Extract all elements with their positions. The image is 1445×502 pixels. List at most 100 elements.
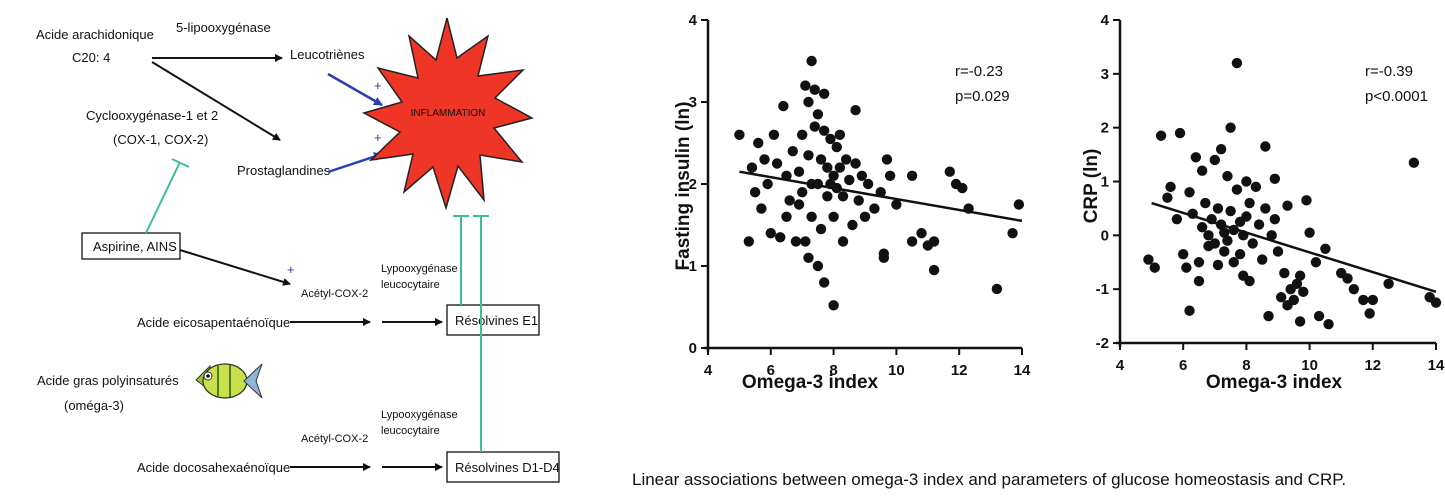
data-point — [1247, 238, 1258, 249]
data-point — [1209, 238, 1221, 249]
inhibition-line-aspirin — [145, 161, 181, 234]
data-point — [1215, 144, 1227, 155]
data-point — [781, 211, 792, 222]
data-point — [1279, 267, 1290, 279]
data-point — [815, 223, 827, 235]
data-point — [809, 121, 820, 132]
data-point — [1364, 308, 1375, 319]
data-point — [812, 178, 824, 190]
data-point — [1171, 213, 1183, 225]
y-tick-label: 0 — [1101, 227, 1109, 244]
data-point — [853, 195, 864, 206]
data-point — [1238, 230, 1249, 241]
data-point — [1266, 230, 1277, 241]
data-point — [862, 178, 874, 190]
y-axis-title: CRP (ln) — [1081, 149, 1102, 224]
data-point — [859, 211, 871, 222]
data-point — [1231, 57, 1243, 69]
data-point — [818, 88, 830, 100]
data-point — [1165, 181, 1176, 193]
aspirin-box — [81, 232, 181, 260]
y-tick-label: 1 — [1101, 174, 1109, 191]
r-value-label: r=-0.23 — [955, 63, 1003, 80]
x-tick-label: 4 — [704, 362, 713, 379]
data-point — [806, 55, 817, 67]
data-point — [815, 154, 827, 165]
data-point — [1244, 275, 1255, 287]
data-point — [869, 203, 880, 214]
data-point — [1222, 170, 1233, 182]
data-point — [1260, 203, 1271, 214]
data-point — [928, 264, 940, 276]
fish-icon — [195, 363, 263, 399]
data-point — [1310, 257, 1322, 268]
data-point — [778, 100, 789, 112]
inflammation-burst-icon — [362, 17, 535, 211]
data-point — [1193, 275, 1205, 287]
data-point — [1257, 254, 1268, 265]
data-point — [1260, 141, 1271, 152]
node-leukotrienes: Leucotriènes — [290, 47, 365, 62]
data-point — [1219, 246, 1230, 257]
data-point — [963, 203, 974, 214]
data-point — [812, 260, 824, 272]
label-leucocytaire: leucocytaire — [381, 425, 440, 437]
data-point — [884, 170, 896, 181]
data-point — [803, 150, 814, 161]
data-point — [828, 300, 839, 311]
y-tick-label: 4 — [1101, 12, 1110, 29]
data-point — [828, 211, 839, 222]
y-tick-label: 1 — [689, 258, 697, 275]
data-point — [1181, 262, 1192, 273]
data-point — [1231, 184, 1243, 195]
node-prostaglandins: Prostaglandines — [237, 163, 331, 178]
label-cox-line1: Cyclooxygénase-1 et 2 — [86, 108, 218, 123]
y-tick-label: 3 — [689, 94, 697, 111]
data-point — [800, 236, 811, 247]
y-tick-label: 3 — [1101, 66, 1109, 83]
y-tick-label: -1 — [1096, 281, 1109, 298]
label-lypoxygenase: Lypooxygénase — [381, 263, 458, 275]
y-tick-label: 2 — [689, 176, 697, 193]
data-point — [1174, 127, 1186, 139]
data-point — [1219, 227, 1230, 238]
data-point — [793, 199, 805, 210]
data-point — [1196, 165, 1208, 176]
inhibition-bar — [171, 158, 190, 168]
data-point — [856, 170, 868, 181]
data-point — [800, 80, 811, 91]
label-5-lipoxygenase: 5-lipooxygénase — [176, 20, 271, 35]
inflammation-label: INFLAMMATION — [411, 108, 486, 119]
arrow-aspirin-to-acetyl-cox2 — [179, 249, 291, 286]
data-point — [1196, 222, 1208, 233]
data-point — [1228, 257, 1239, 268]
data-point — [1190, 152, 1202, 163]
resolvins-e1-box — [446, 304, 540, 336]
data-point — [1408, 157, 1420, 168]
data-point — [1215, 219, 1227, 230]
node-arachidonic-acid: Acide arachidonique — [36, 27, 154, 42]
activation-arrow-prostaglandins — [327, 152, 383, 174]
data-point — [1294, 316, 1306, 327]
data-point — [1269, 213, 1281, 225]
data-point — [906, 170, 918, 181]
y-tick-label: -2 — [1096, 335, 1109, 352]
data-point — [1178, 248, 1189, 260]
data-point — [906, 236, 918, 247]
data-point — [1206, 213, 1217, 225]
data-point — [775, 232, 786, 243]
data-point — [803, 252, 814, 263]
y-tick-label: 2 — [1101, 120, 1109, 137]
x-tick-label: 8 — [829, 362, 837, 379]
data-point — [1348, 283, 1360, 295]
data-point — [803, 96, 814, 108]
data-point — [834, 162, 846, 173]
data-point — [1184, 305, 1195, 316]
data-point — [1200, 197, 1211, 209]
plus-sign: + — [287, 262, 295, 277]
data-point — [781, 170, 792, 181]
data-point — [1383, 278, 1394, 289]
data-point — [812, 109, 824, 120]
